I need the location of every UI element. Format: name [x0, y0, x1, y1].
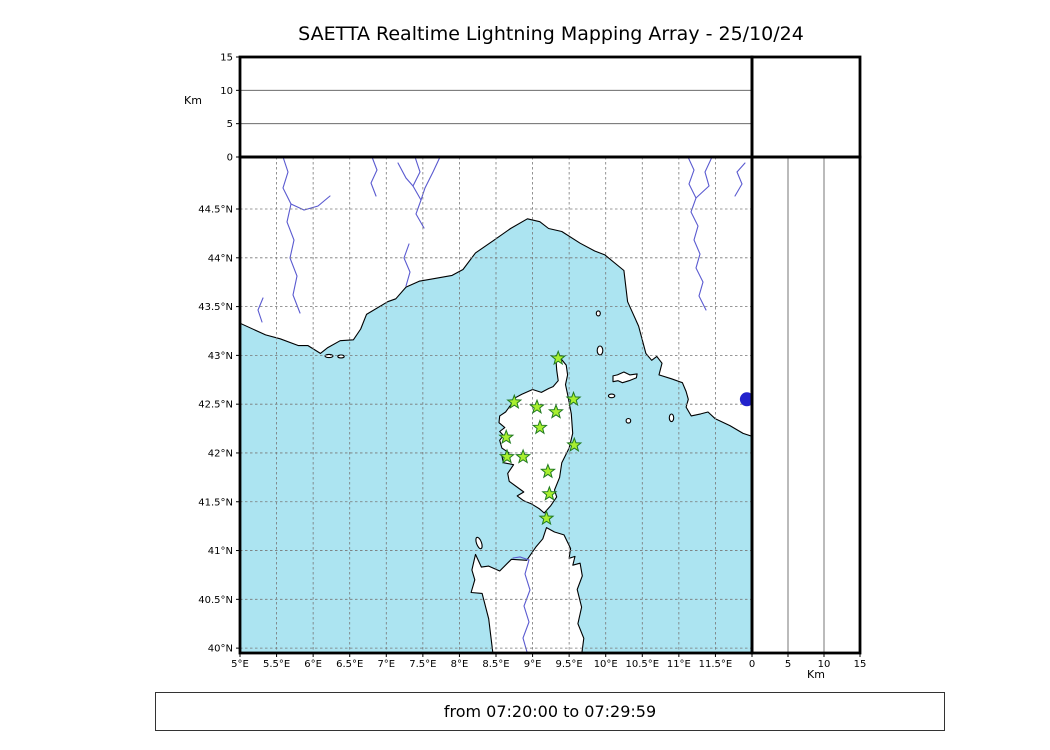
svg-text:44.5°N: 44.5°N [198, 205, 233, 216]
svg-text:42°N: 42°N [208, 448, 233, 459]
altitude-time-panel [240, 57, 752, 157]
svg-text:8°E: 8°E [451, 659, 469, 670]
event-marker [739, 392, 752, 407]
status-bar: from 07:20:00 to 07:29:59 [155, 692, 945, 731]
svg-text:10°E: 10°E [594, 659, 618, 670]
station-marker [565, 390, 582, 407]
svg-text:11°E: 11°E [667, 659, 691, 670]
station-marker [498, 448, 515, 464]
rivers [257, 157, 746, 653]
station-marker [515, 448, 532, 464]
svg-text:5.5°E: 5.5°E [263, 659, 290, 670]
svg-text:43.5°N: 43.5°N [198, 302, 233, 313]
svg-text:7°E: 7°E [377, 659, 395, 670]
island-montecristo [625, 417, 632, 424]
island-porquerolles [324, 353, 334, 359]
rightpanel-frame [750, 155, 862, 655]
axis-ticks [236, 56, 861, 657]
top-km-unit-label: Km [184, 94, 202, 107]
landmass-sardinia [470, 527, 585, 653]
event-marker-layer [739, 392, 752, 407]
svg-text:11.5°E: 11.5°E [699, 659, 733, 670]
svg-text:8.5°E: 8.5°E [482, 659, 509, 670]
svg-text:40°N: 40°N [208, 644, 233, 655]
island-elba [612, 371, 638, 384]
map-gridlines [240, 157, 752, 653]
map-panel [240, 157, 752, 653]
island-pianosa [607, 393, 616, 399]
station-markers [498, 349, 583, 526]
toppanel-gridlines [240, 89, 752, 125]
altitude-lat-panel [787, 157, 825, 653]
svg-text:0: 0 [749, 659, 755, 670]
svg-text:10: 10 [818, 659, 831, 670]
svg-text:9°E: 9°E [524, 659, 542, 670]
svg-text:5: 5 [227, 119, 233, 130]
station-marker [528, 398, 545, 414]
status-text: from 07:20:00 to 07:29:59 [443, 702, 657, 721]
svg-text:10: 10 [220, 86, 233, 97]
svg-text:40.5°N: 40.5°N [198, 595, 233, 606]
svg-text:6°E: 6°E [304, 659, 322, 670]
axis-tick-labels: 5°E 5.5°E 6°E 6.5°E 7°E 7.5°E 8°E 8.5°E 9°E 9.5°E… [198, 53, 866, 671]
right-km-unit-label: Km [807, 668, 825, 681]
svg-text:7.5°E: 7.5°E [409, 659, 436, 670]
station-marker [531, 419, 548, 435]
page-title: SAETTA Realtime Lightning Mapping Array … [298, 23, 804, 45]
station-marker [506, 393, 523, 410]
rightpanel-gridlines [787, 157, 825, 653]
corner-panel [752, 57, 860, 157]
svg-text:5: 5 [785, 659, 791, 670]
station-marker [547, 403, 564, 419]
landmass-mainland [240, 157, 752, 437]
svg-text:44°N: 44°N [208, 253, 233, 264]
station-marker [539, 463, 556, 479]
svg-text:9.5°E: 9.5°E [556, 659, 583, 670]
station-marker [550, 349, 567, 366]
station-marker [541, 485, 558, 501]
small-islands [324, 310, 675, 550]
svg-text:42.5°N: 42.5°N [198, 400, 233, 411]
svg-text:15: 15 [854, 659, 867, 670]
island-giglio [668, 413, 675, 423]
svg-text:15: 15 [220, 53, 233, 64]
island-gorgona [595, 310, 601, 317]
station-marker [498, 428, 515, 445]
svg-text:41°N: 41°N [208, 546, 233, 557]
svg-text:6.5°E: 6.5°E [336, 659, 363, 670]
svg-text:43°N: 43°N [208, 351, 233, 362]
island-capraia [596, 345, 604, 356]
svg-text:41.5°N: 41.5°N [198, 497, 233, 508]
svg-text:10.5°E: 10.5°E [625, 659, 659, 670]
svg-text:0: 0 [227, 153, 233, 164]
station-marker [538, 509, 555, 526]
svg-text:5°E: 5°E [231, 659, 249, 670]
island-asinara [475, 536, 483, 550]
station-marker [566, 436, 583, 452]
